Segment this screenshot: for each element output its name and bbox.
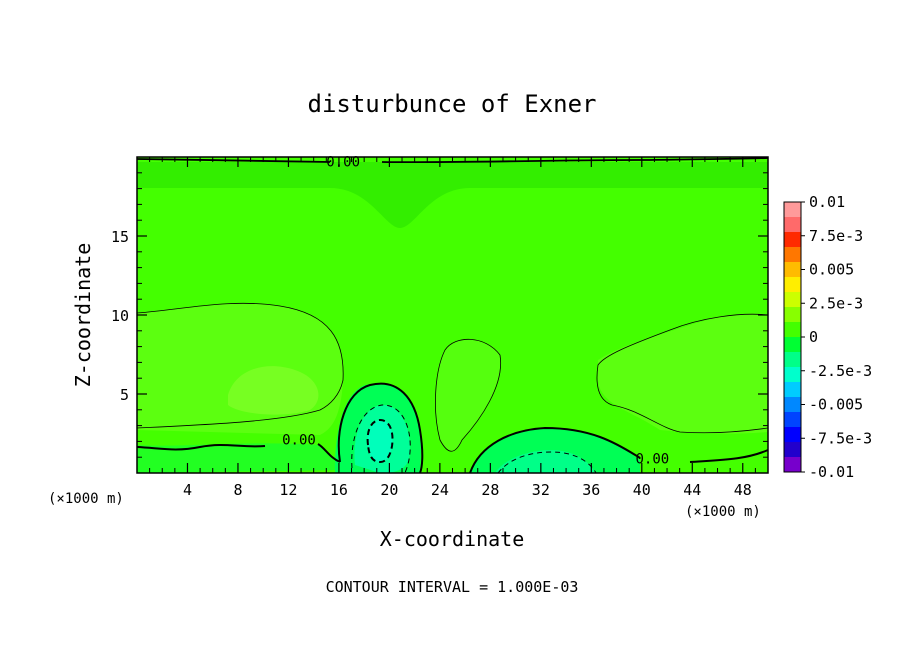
colorbar-label: 0.01 — [809, 193, 845, 211]
contour-negative-center-2 — [366, 418, 394, 464]
x-tick-label: 4 — [183, 481, 192, 499]
x-tick-label: 32 — [532, 481, 550, 499]
field-upper-band — [137, 162, 768, 228]
colorbar-band — [784, 457, 801, 473]
x-tick-label: 20 — [380, 481, 398, 499]
x-tick-label: 8 — [233, 481, 242, 499]
contour-label: 0.00 — [635, 452, 669, 468]
colorbar-band — [784, 307, 801, 323]
colorbar-band — [784, 277, 801, 293]
field-negative-lowleft — [137, 443, 345, 473]
chart-title: disturbunce of Exner — [308, 90, 597, 118]
field-positive-right — [598, 313, 768, 434]
colorbar-band — [784, 202, 801, 218]
y-axis-ticks: 5 10 15 — [111, 172, 768, 458]
colorbar-band — [784, 442, 801, 458]
colorbar-band — [784, 352, 801, 368]
colorbar: 0.01 7.5e-3 0.005 2.5e-3 0 -2.5e-3 -0.005 -7.5e… — [783, 193, 872, 481]
x-tick-label: 24 — [431, 481, 449, 499]
colorbar-band — [784, 367, 801, 383]
colorbar-band — [784, 232, 801, 248]
colorbar-label: 0 — [809, 328, 818, 346]
y-tick-label: 10 — [111, 307, 129, 325]
colorbar-label: -0.005 — [809, 396, 863, 414]
contour-zero-right-cell — [469, 426, 769, 474]
x-tick-label: 44 — [683, 481, 701, 499]
contour-negative-center-1 — [351, 404, 411, 474]
colorbar-label: -2.5e-3 — [809, 362, 872, 380]
field-negative-core-inner — [367, 420, 393, 462]
colorbar-band — [784, 412, 801, 428]
y-tick-label: 15 — [111, 228, 129, 246]
x-axis-unit-left: (×1000 m) — [48, 491, 124, 507]
contour-interval-note: CONTOUR INTERVAL = 1.000E-03 — [326, 578, 579, 596]
contour-zero-center-cell — [337, 382, 424, 474]
field-positive-core-left — [228, 366, 319, 415]
colorbar-band — [784, 217, 801, 233]
colorbar-band — [784, 337, 801, 353]
x-tick-label: 36 — [582, 481, 600, 499]
contour-positive-center — [435, 338, 502, 452]
field-positive-left — [137, 303, 344, 435]
colorbar-band — [784, 262, 801, 278]
x-tick-label: 28 — [481, 481, 499, 499]
contour-positive-right — [596, 313, 769, 434]
contour-positive-left — [136, 302, 344, 429]
x-tick-label: 40 — [633, 481, 651, 499]
colorbar-band — [784, 292, 801, 308]
x-tick-label: 48 — [734, 481, 752, 499]
colorbar-label: -7.5e-3 — [809, 429, 872, 447]
x-axis-ticks: 4 8 12 16 20 24 28 32 36 40 44 48 — [149, 157, 756, 499]
field-positive-center — [435, 339, 501, 452]
colorbar-label: 7.5e-3 — [809, 227, 863, 245]
y-tick-label: 5 — [120, 386, 129, 404]
field-negative-core-right — [495, 450, 595, 473]
x-axis-unit-right: (×1000 m) — [685, 504, 761, 520]
colorbar-band — [784, 397, 801, 413]
contour-lines — [136, 157, 769, 474]
colorbar-label: 0.005 — [809, 261, 854, 279]
colorbar-band — [784, 427, 801, 443]
plot-area: 0.000.000.00 — [136, 154, 769, 474]
x-axis-label: X-coordinate — [380, 527, 525, 551]
y-axis-label: Z-coordinate — [71, 243, 95, 388]
colorbar-label: -0.01 — [809, 463, 854, 481]
contour-zero-lowleft — [136, 443, 341, 463]
contour-label: 0.00 — [282, 433, 316, 449]
x-tick-label: 12 — [279, 481, 297, 499]
colorbar-band — [784, 322, 801, 338]
colorbar-band — [784, 247, 801, 263]
x-tick-label: 16 — [330, 481, 348, 499]
colorbar-band — [784, 382, 801, 398]
colorbar-label: 2.5e-3 — [809, 294, 863, 312]
